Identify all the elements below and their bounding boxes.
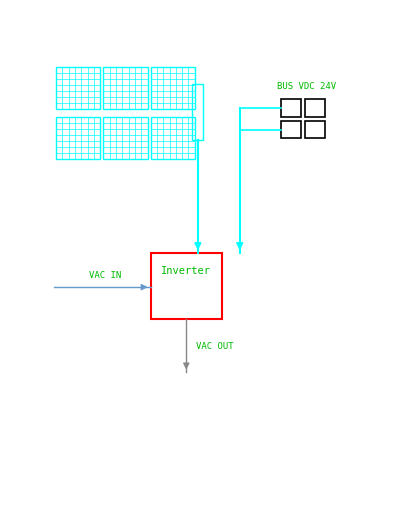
Text: VAC OUT: VAC OUT [196,342,233,351]
Bar [103,67,148,109]
Bar [103,117,148,159]
Bar [56,67,100,109]
Bar [56,117,100,159]
Bar [305,99,325,117]
Text: BUS VDC 24V: BUS VDC 24V [277,82,336,91]
Bar [305,121,325,138]
Bar [281,99,301,117]
Bar [151,253,222,319]
Text: VAC IN: VAC IN [89,271,121,280]
Bar [151,117,195,159]
Text: Inverter: Inverter [161,267,211,276]
Bar [281,121,301,138]
Bar [192,84,203,140]
Bar [151,67,195,109]
